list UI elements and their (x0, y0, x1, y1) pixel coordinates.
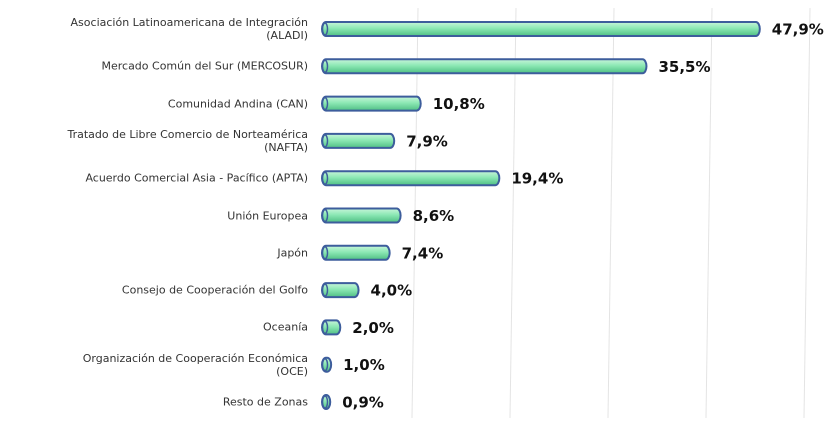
value-label: 1,0% (343, 356, 385, 374)
value-label: 2,0% (352, 319, 394, 337)
value-label: 0,9% (342, 394, 384, 412)
category-label: Consejo de Cooperación del Golfo (121, 283, 308, 297)
bar (321, 170, 501, 187)
value-label: 35,5% (658, 58, 710, 76)
value-label: 8,6% (413, 207, 455, 225)
grid-line (509, 7, 517, 419)
category-label: Asociación Latinoamericana de Integració… (70, 16, 308, 42)
value-label: 10,8% (433, 95, 485, 113)
grid-line (411, 7, 419, 419)
grid-line (705, 7, 713, 419)
category-label: Organización de Cooperación Económica (O… (82, 351, 308, 378)
bar-cap (321, 134, 329, 148)
bar-cap (321, 395, 329, 409)
bar (321, 58, 648, 75)
category-label: Acuerdo Comercial Asia - Pacífico (APTA) (85, 171, 308, 185)
category-label: Oceanía (263, 320, 308, 334)
bar (321, 244, 391, 261)
value-label: 19,4% (511, 170, 563, 188)
bar-cap (321, 96, 329, 111)
category-label: Unión Europea (227, 209, 308, 222)
value-label: 7,4% (402, 244, 444, 262)
value-label: 4,0% (371, 282, 413, 300)
bar-cap (321, 320, 329, 335)
bar-cap (321, 357, 329, 372)
grid-line (803, 7, 811, 419)
bar-cap (321, 208, 329, 223)
bar (321, 132, 396, 149)
category-label: Comunidad Andina (CAN) (167, 97, 308, 111)
bar-cap (321, 22, 329, 36)
category-label: Resto de Zonas (222, 395, 308, 409)
bar-cap (321, 283, 329, 297)
bar (321, 95, 422, 112)
category-label: Mercado Común del Sur (MERCOSUR) (101, 59, 308, 73)
category-label: Tratado de Libre Comercio de Norteaméric… (67, 127, 309, 154)
bar-cap (321, 59, 329, 74)
grid (411, 7, 811, 419)
bar-cap (321, 246, 329, 260)
value-label: 7,9% (406, 132, 448, 150)
bar (321, 319, 342, 336)
category-label: Japón (277, 246, 308, 260)
grid-line (607, 7, 615, 419)
bar (321, 21, 761, 37)
value-label: 47,9% (772, 21, 824, 39)
bar-cap (321, 171, 329, 185)
bar (321, 207, 402, 224)
